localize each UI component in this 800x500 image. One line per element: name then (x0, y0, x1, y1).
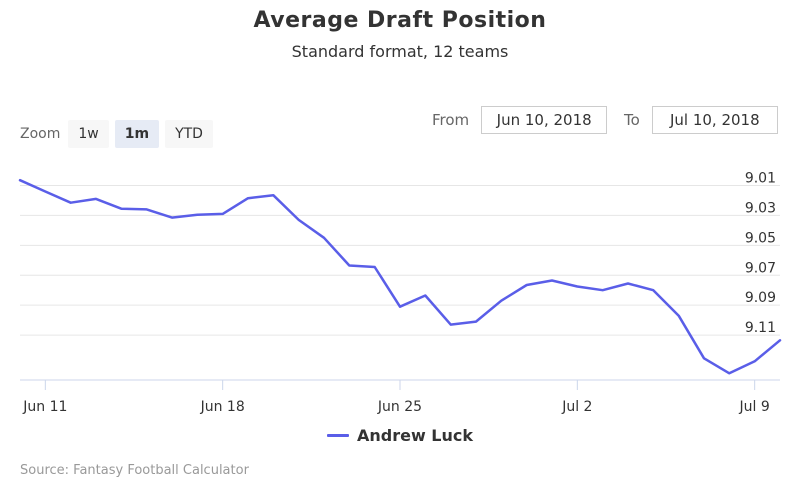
range-to: To (624, 105, 778, 135)
chart-subtitle: Standard format, 12 teams (291, 42, 509, 61)
chart-legend[interactable]: Andrew Luck (0, 426, 800, 445)
x-tick-label: Jun 11 (22, 399, 67, 415)
chart-title: Average Draft Position (253, 8, 547, 33)
y-tick-label: 9.11 (745, 320, 776, 336)
zoom-1m-button[interactable]: 1m (114, 120, 160, 148)
source-credit: Source: Fantasy Football Calculator (20, 463, 249, 478)
x-tick-label: Jun 25 (377, 399, 422, 415)
to-label: To (624, 111, 640, 129)
y-tick-label: 9.03 (745, 200, 776, 216)
zoom-controls: Zoom 1w 1m YTD (20, 120, 219, 148)
x-tick-label: Jul 9 (739, 399, 770, 415)
zoom-ytd-button[interactable]: YTD (165, 120, 213, 148)
y-tick-label: 9.07 (745, 260, 776, 276)
zoom-1w-button[interactable]: 1w (68, 120, 109, 148)
x-tick-label: Jul 2 (561, 399, 592, 415)
to-date-input[interactable] (651, 106, 778, 134)
from-label: From (432, 111, 470, 129)
y-tick-label: 9.01 (745, 170, 776, 186)
adp-line-chart: 9.01 9.03 9.05 9.07 9.09 9.11 Jun 11 Jun 18 Jun … (18, 170, 782, 415)
x-tick-label: Jun 18 (200, 399, 245, 415)
from-date-input[interactable] (481, 106, 608, 134)
y-tick-label: 9.05 (745, 230, 776, 246)
legend-series-swatch (326, 434, 349, 437)
range-from: From (432, 105, 608, 135)
zoom-label: Zoom (20, 126, 61, 142)
legend-series-label: Andrew Luck (356, 426, 474, 445)
series-line-andrew-luck (18, 178, 782, 375)
y-tick-label: 9.09 (745, 290, 776, 306)
